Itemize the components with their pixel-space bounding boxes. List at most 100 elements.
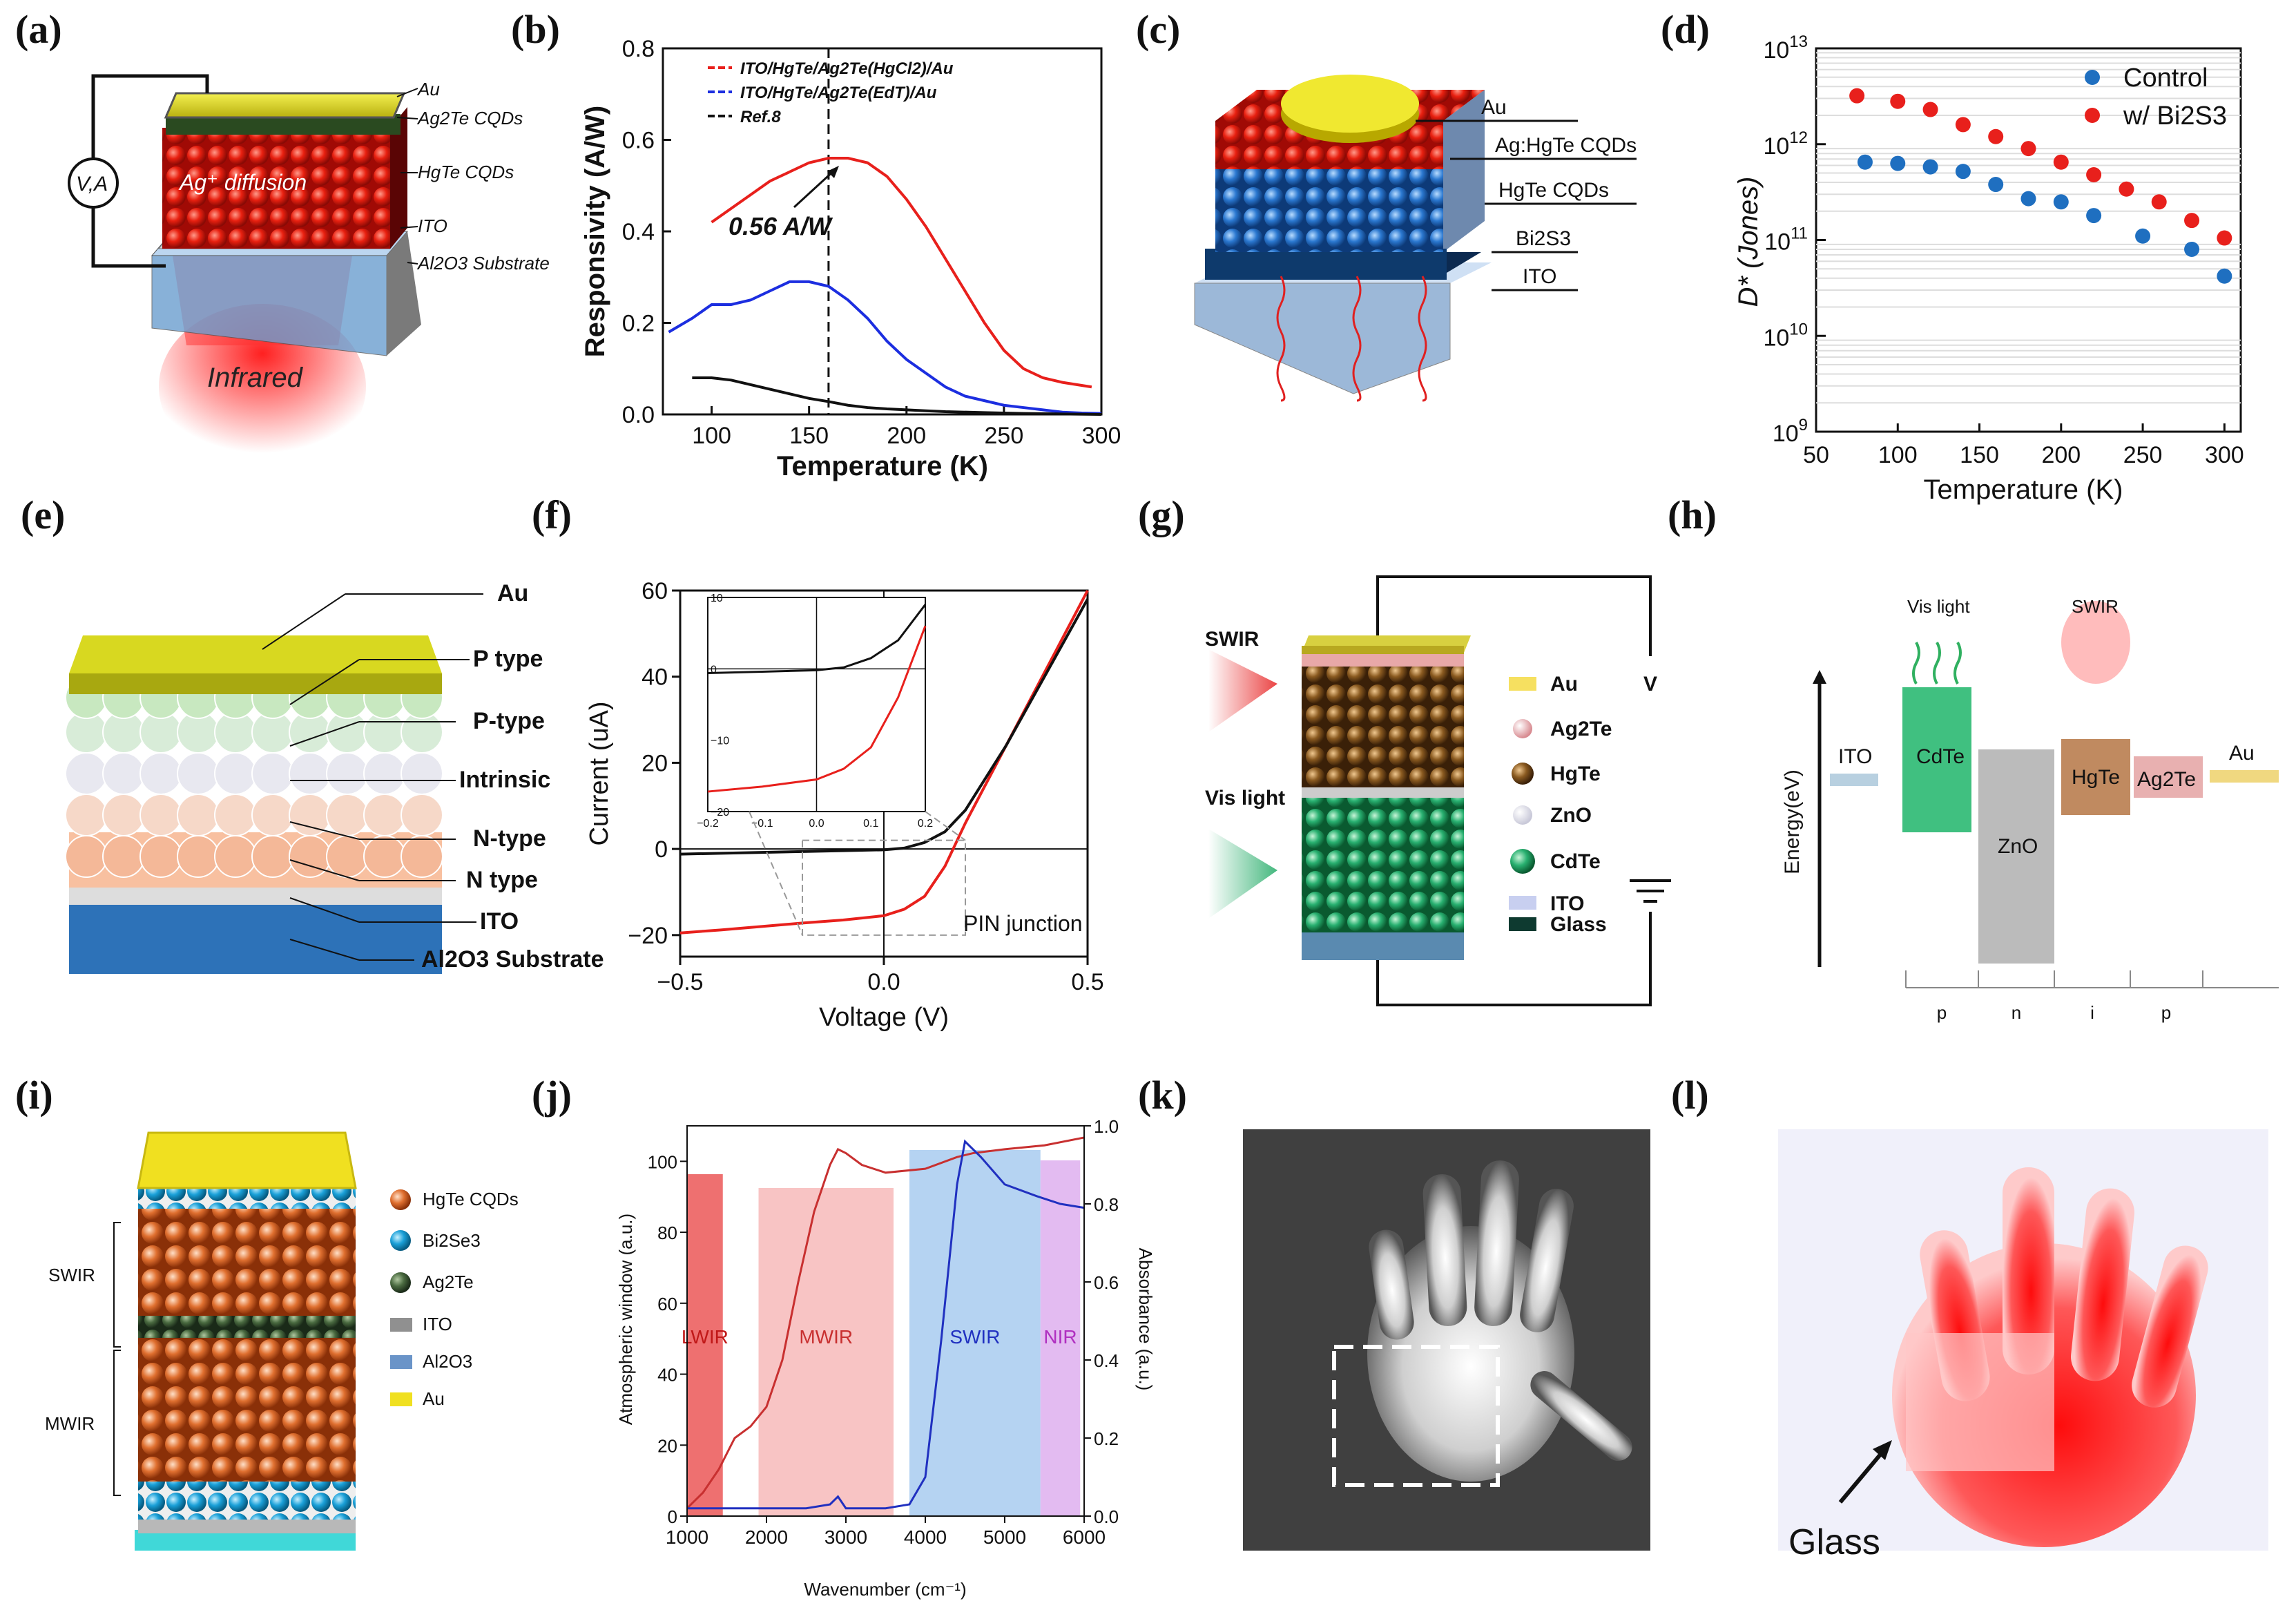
f-inset-ytick: 0 — [711, 664, 717, 676]
i-group-swir: SWIR — [48, 1265, 95, 1285]
e-sphere — [177, 835, 220, 878]
f-inset-line — [707, 625, 927, 793]
b-ytick-label: 0.4 — [622, 219, 655, 245]
d-point — [2053, 154, 2069, 170]
j-ytick-right-label: 1.0 — [1094, 1116, 1119, 1137]
i-legend-ag2te: Ag2Te — [423, 1272, 474, 1292]
e-sphere — [177, 794, 220, 836]
d-point — [2053, 194, 2069, 210]
f-xtick-label: 0.5 — [1071, 969, 1103, 995]
label-j: (j) — [532, 1073, 572, 1118]
i-legend-al2o3: Al2O3 — [423, 1351, 472, 1372]
panel-i-device: SWIR MWIR HgTe CQDs Bi2Se3 Ag2Te ITO Al2… — [45, 1131, 519, 1551]
d-point — [2086, 166, 2102, 182]
a-layer-substrate: Al2O3 Substrate — [416, 253, 550, 274]
j-plot-frame — [686, 1125, 1085, 1517]
j-xtick-label: 6000 — [1063, 1526, 1106, 1548]
e-sphere — [401, 835, 443, 878]
d-point — [2217, 268, 2232, 284]
j-band-label: SWIR — [949, 1326, 1000, 1348]
e-layer-ptype2: P-type — [473, 708, 545, 734]
g-legend-zno: ZnO — [1550, 804, 1592, 827]
d-legend-label: w/ Bi2S3 — [2123, 102, 2227, 131]
f-inset-line — [707, 604, 927, 675]
h-block-hgte: HgTe — [2072, 766, 2120, 789]
f-zoom-box — [802, 839, 966, 936]
f-ytick-label: 0 — [655, 836, 668, 863]
j-ytick-left-label: 0 — [668, 1506, 677, 1527]
d-point — [2217, 230, 2232, 246]
j-xtick-label: 1000 — [666, 1526, 708, 1548]
b-xtick-label: 250 — [985, 423, 1024, 449]
d-legend-marker — [2085, 70, 2100, 85]
j-ylabel-left: Atmospheric window (a.u.) — [615, 1214, 636, 1425]
f-inset-xtick: −0.1 — [751, 818, 773, 830]
j-series-line — [686, 1136, 1085, 1509]
a-layer-ito: ITO — [418, 215, 447, 236]
e-sphere — [251, 835, 294, 878]
label-b: (b) — [511, 7, 560, 52]
d-ytick-label: 1011 — [1764, 224, 1808, 256]
f-ytick-label: 20 — [641, 750, 668, 776]
j-ytick-right-label: 0.6 — [1094, 1272, 1119, 1293]
ag-diffusion-label: Ag⁺ diffusion — [178, 170, 307, 195]
j-ytick-right-label: 0.8 — [1094, 1194, 1119, 1215]
label-i: (i) — [15, 1073, 53, 1118]
e-sphere — [401, 752, 443, 795]
j-ytick-left-label: 40 — [657, 1365, 677, 1386]
label-c: (c) — [1136, 7, 1180, 52]
d-point — [2184, 213, 2200, 229]
e-sphere — [326, 794, 369, 836]
j-band — [1040, 1160, 1081, 1516]
f-inset-ytick: −20 — [711, 807, 729, 818]
b-xtick-label: 150 — [789, 423, 829, 449]
label-k: (k) — [1138, 1073, 1187, 1118]
g-swir-label: SWIR — [1205, 628, 1260, 651]
panel-k-image — [1243, 1129, 1650, 1551]
c-layer-aghgte: Ag:HgTe CQDs — [1495, 134, 1637, 157]
j-ytick-left-label: 60 — [657, 1294, 677, 1314]
infrared-label: Infrared — [207, 363, 304, 393]
j-xtick-label: 2000 — [745, 1526, 788, 1548]
i-group-mwir: MWIR — [45, 1413, 95, 1434]
d-point — [1890, 155, 1906, 171]
j-xtick-label: 4000 — [904, 1526, 947, 1548]
panel-d-chart: 50 100 150 200 250 300 109 1010 1011 1012 1013 Con… — [1733, 32, 2244, 505]
label-h: (h) — [1668, 492, 1717, 537]
h-block-zno: ZnO — [1998, 835, 2038, 858]
l-glass-region — [1906, 1333, 2054, 1471]
e-sphere — [139, 794, 182, 836]
d-point — [1922, 159, 1938, 175]
f-ytick-label: 60 — [641, 578, 668, 604]
b-series-line — [692, 376, 1102, 416]
f-inset-xtick: 0.0 — [809, 818, 824, 830]
i-legend-au: Au — [423, 1388, 445, 1409]
h-region-p2: p — [2161, 1002, 2171, 1023]
f-inset-xtick: −0.2 — [697, 818, 719, 830]
h-region-p1: p — [1937, 1002, 1947, 1023]
f-inset-xtick: 0.2 — [918, 818, 933, 830]
e-layer-ntype1: N-type — [473, 825, 546, 852]
d-legend-marker — [2085, 108, 2100, 123]
panel-e-device: Au P type P-type Intrinsic N-type N type… — [65, 580, 604, 974]
b-annotation-arrow — [793, 168, 837, 209]
d-legend-label: Control — [2123, 64, 2208, 93]
panel-f-chart: −0.5 0.0 0.5 −20 0 20 40 60 −0.2 −0.1 0.0 0.1 0.2 −2… — [585, 578, 1104, 1032]
d-point — [1857, 154, 1873, 170]
l-glass-label: Glass — [1788, 1522, 1880, 1562]
e-sphere — [289, 794, 331, 836]
g-legend-glass: Glass — [1550, 913, 1607, 936]
d-ylabel: D* (Jones) — [1733, 177, 1764, 307]
d-point — [1955, 117, 1971, 133]
f-ytick-label: −20 — [628, 923, 668, 949]
j-xtick-label: 5000 — [983, 1526, 1026, 1548]
d-point — [2020, 141, 2036, 157]
a-layer-hgte: HgTe CQDs — [418, 162, 514, 182]
e-sphere — [65, 794, 108, 836]
j-ylabel-right: Absorbance (a.u.) — [1135, 1248, 1156, 1391]
e-sphere — [65, 835, 108, 878]
e-sphere — [139, 835, 182, 878]
b-annotation: 0.56 A/W — [729, 212, 833, 240]
b-ytick-label: 0.8 — [622, 36, 655, 62]
e-sphere — [214, 794, 257, 836]
